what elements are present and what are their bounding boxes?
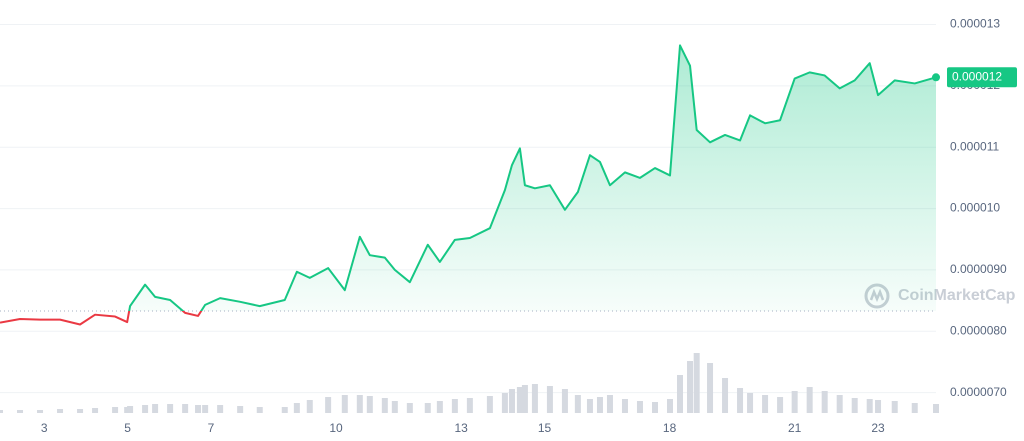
y-tick-label: 0.000013 — [950, 17, 1000, 31]
volume-bar — [677, 375, 684, 413]
volume-bar — [747, 393, 754, 413]
volume-bar — [127, 406, 134, 413]
volume-bar — [821, 391, 828, 413]
volume-bar — [777, 397, 784, 413]
volume-bar — [574, 395, 581, 413]
volume-bar — [306, 400, 313, 413]
volume-bar — [836, 395, 843, 413]
volume-bar — [707, 363, 714, 413]
volume-bar — [451, 399, 458, 413]
volume-bar — [77, 409, 84, 413]
volume-bar — [636, 401, 643, 413]
volume-bar — [762, 395, 769, 413]
price-line — [0, 44, 937, 326]
volume-bar — [466, 398, 473, 413]
volume-bar — [237, 406, 244, 413]
volume-bar — [424, 403, 431, 413]
x-tick-label: 23 — [871, 421, 885, 435]
volume-bar — [561, 389, 568, 413]
x-tick-label: 7 — [208, 421, 215, 435]
volume-bar — [791, 391, 798, 413]
volume-bar — [182, 404, 189, 413]
x-tick-label: 15 — [538, 421, 552, 435]
volume-bar — [167, 404, 174, 413]
volume-bar — [933, 404, 939, 413]
volume-bar — [516, 387, 523, 413]
volume-bar — [667, 399, 674, 413]
volume-bar — [92, 408, 99, 413]
x-tick-label: 21 — [788, 421, 802, 435]
volume-bar — [586, 399, 593, 413]
volume-bar — [501, 393, 508, 413]
volume-bar — [722, 378, 729, 413]
volume-bar — [891, 401, 898, 413]
current-price-box — [947, 67, 1017, 88]
volume-bar — [875, 400, 882, 413]
volume-bar — [851, 398, 858, 413]
x-tick-label: 3 — [41, 421, 48, 435]
volume-bar — [737, 388, 744, 413]
volume-bar — [366, 396, 373, 413]
volume-bar — [508, 389, 515, 413]
volume-bar — [866, 399, 873, 413]
y-tick-label: 0.000011 — [950, 139, 999, 153]
volume-bar — [356, 395, 363, 413]
volume-bar — [152, 404, 159, 413]
volume-bar — [142, 405, 149, 413]
volume-bar — [651, 402, 658, 413]
x-tick-label: 5 — [124, 421, 131, 435]
volume-bar — [621, 399, 628, 413]
volume-bar — [546, 386, 553, 413]
volume-bar — [217, 405, 224, 413]
y-tick-label: 0.0000090 — [950, 262, 1007, 276]
x-tick-label: 13 — [454, 421, 468, 435]
volume-bar — [806, 387, 813, 413]
y-tick-label: 0.0000070 — [950, 385, 1007, 399]
volume-bar — [381, 398, 388, 413]
volume-bar — [195, 405, 202, 413]
price-area — [0, 45, 936, 312]
volume-bar — [341, 395, 348, 413]
background-layer — [0, 24, 939, 413]
volume-bar — [293, 403, 300, 413]
y-tick-label: 0.000010 — [950, 201, 1000, 215]
volume-bar — [687, 361, 694, 413]
volume-bar — [0, 410, 3, 413]
volume-bar — [57, 409, 64, 413]
y-tick-label: 0.0000080 — [950, 323, 1007, 337]
volume-bar — [531, 384, 538, 413]
volume-bar — [17, 410, 24, 413]
volume-bar — [281, 407, 288, 413]
current-price-label: 0.000012 — [952, 69, 1002, 83]
volume-bar — [256, 407, 263, 413]
x-tick-label: 10 — [329, 421, 343, 435]
x-tick-label: 18 — [663, 421, 677, 435]
volume-bar — [406, 403, 413, 413]
volume-bar — [112, 407, 119, 413]
volume-bar — [391, 401, 398, 413]
volume-bar — [521, 385, 528, 413]
volume-bar — [37, 410, 44, 413]
volume-bar — [596, 397, 603, 413]
volume-bar — [911, 403, 918, 413]
volume-bar — [693, 353, 700, 413]
volume-bar — [436, 401, 443, 413]
volume-bar — [486, 396, 493, 413]
volume-bar — [606, 395, 613, 413]
volume-bar — [325, 397, 332, 413]
volume-bar — [202, 405, 209, 413]
current-price-dot — [932, 73, 940, 82]
